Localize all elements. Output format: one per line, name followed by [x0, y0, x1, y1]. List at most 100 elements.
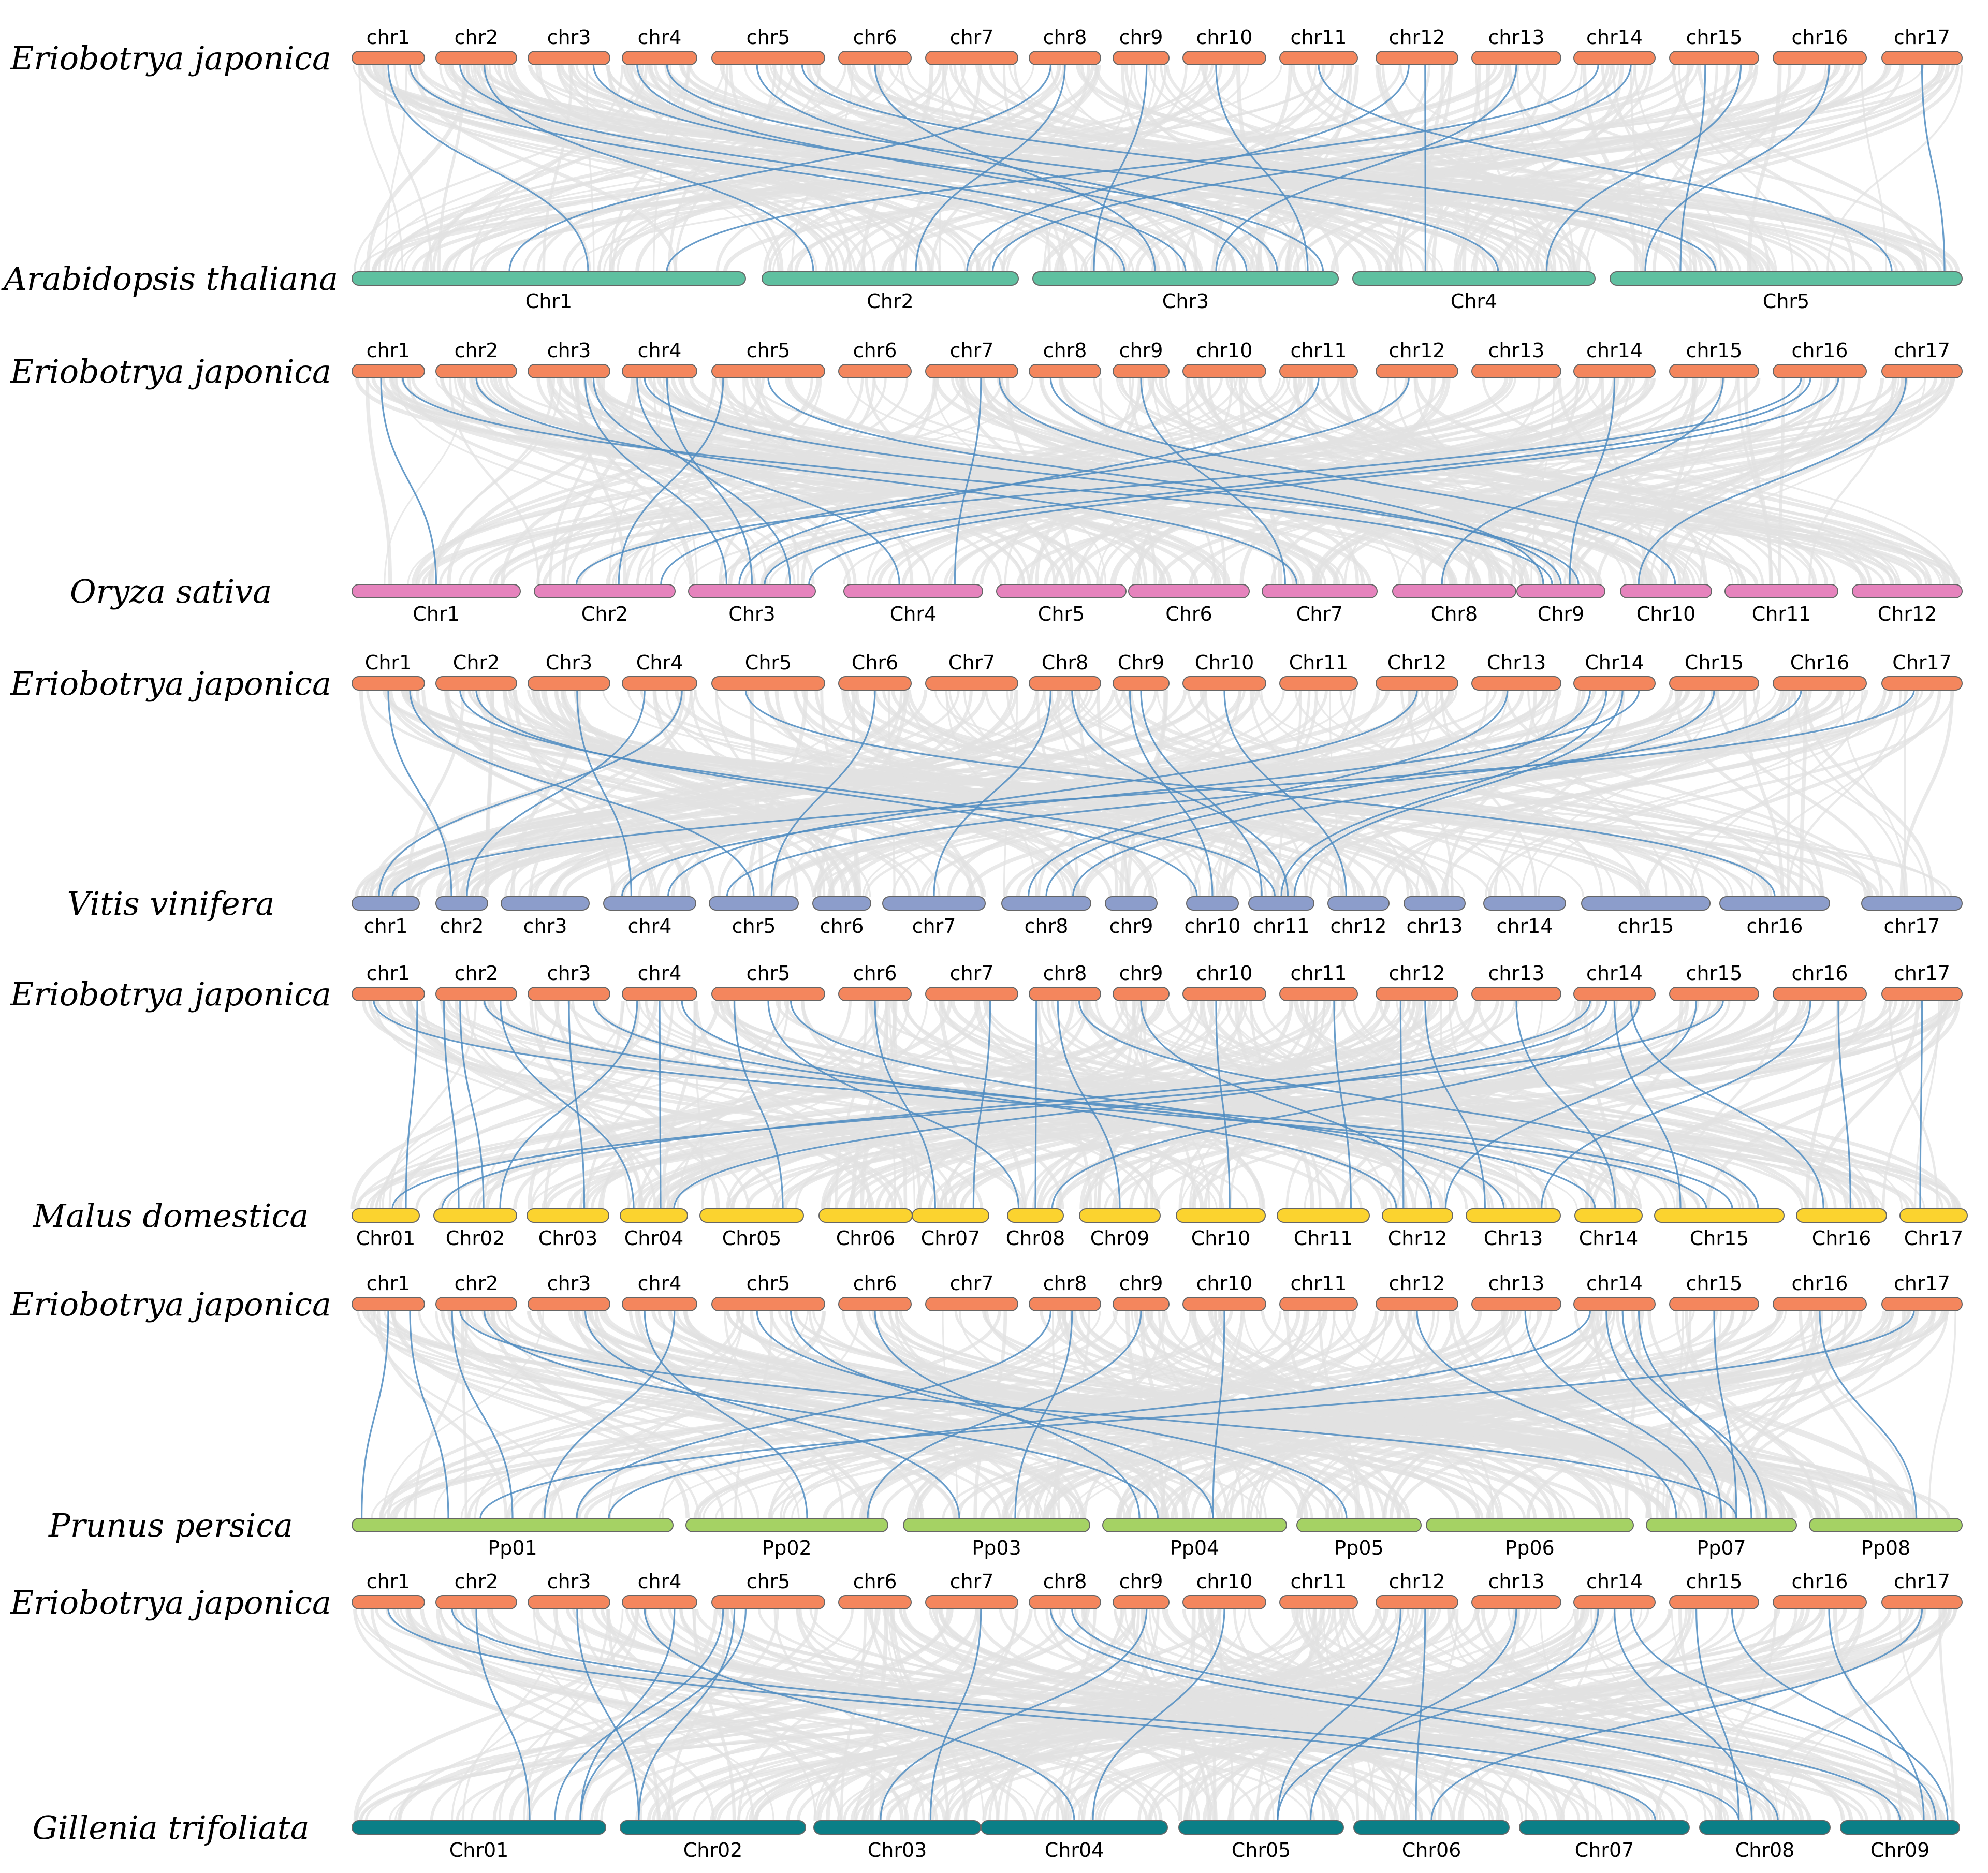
bottom-chromosome-bar	[1654, 1208, 1785, 1223]
background-link	[598, 64, 821, 272]
top-chromosome-bar	[1471, 364, 1561, 378]
bottom-chromosome-label: Chr2	[867, 290, 913, 313]
bottom-chromosome-label: chr10	[1185, 915, 1241, 938]
bottom-chromosome-bar	[1724, 584, 1838, 598]
background-link	[1078, 690, 1733, 897]
bottom-chromosome-label: Chr6	[1165, 603, 1212, 625]
bottom-chromosome-bar	[762, 271, 1019, 286]
background-link	[472, 64, 846, 272]
gene-pair-link	[1034, 1000, 1037, 1209]
top-chromosome-label: chr16	[1792, 1570, 1848, 1593]
top-chromosome-bar	[1182, 1595, 1266, 1609]
bottom-chromosome-label: Chr08	[1006, 1227, 1065, 1250]
top-chromosome-bar	[622, 1297, 697, 1311]
gene-pair-link	[500, 1000, 635, 1209]
background-link	[644, 1608, 1355, 1821]
background-link	[1410, 1310, 1791, 1519]
background-link	[398, 1000, 720, 1209]
background-link	[1496, 1608, 1691, 1821]
top-chromosome-label: Chr13	[1487, 651, 1546, 674]
top-chromosome-label: chr16	[1792, 1272, 1848, 1295]
top-chromosome-label: chr15	[1686, 339, 1743, 362]
synteny-panel-5: chr1 chr2 chr3 chr4 chr5 chr6 chr7 chr8 chr9 chr1…	[10, 1272, 1963, 1559]
gene-pair-link	[1045, 690, 1591, 897]
bottom-chromosome-label: Chr4	[1451, 290, 1497, 313]
background-link	[368, 1000, 1883, 1209]
bottom-chromosomes: chr1 chr2 chr3 chr4 chr5 chr6 chr7 chr8 chr9 chr1…	[352, 896, 1963, 938]
bottom-chromosome-label: chr1	[364, 915, 408, 938]
background-link	[1139, 1310, 1187, 1519]
background-link	[1812, 1000, 1920, 1209]
bottom-chromosome-label: chr3	[523, 915, 567, 938]
gene-pair-link	[1819, 1310, 1918, 1519]
gene-pair-link	[1569, 377, 1616, 585]
background-link	[1043, 1310, 1242, 1519]
background-link	[800, 1000, 1064, 1209]
background-link	[638, 690, 1158, 897]
background-link	[589, 1310, 1190, 1519]
bottom-chromosome-label: chr2	[440, 915, 484, 938]
top-chromosome-bar	[1669, 987, 1759, 1001]
background-link	[769, 1310, 1302, 1519]
top-chromosome-bar	[711, 1297, 825, 1311]
bottom-chromosome-bar	[433, 1208, 517, 1223]
gene-pair-link	[867, 1310, 1142, 1519]
gene-pair-link	[579, 1608, 676, 1821]
background-link	[1218, 1608, 1235, 1821]
bottom-chromosome-label: Chr05	[722, 1227, 782, 1250]
background-link	[1277, 690, 1302, 897]
background-link	[1400, 690, 1603, 897]
background-link	[1306, 1000, 1621, 1209]
gene-pair-link	[387, 690, 452, 897]
background-link	[1183, 1608, 1729, 1821]
top-chromosome-bar	[1573, 987, 1656, 1001]
top-chromosome-label: chr4	[638, 339, 682, 362]
background-link	[926, 690, 1544, 897]
bottom-chromosome-label: Chr09	[1090, 1227, 1150, 1250]
bottom-chromosome-bar	[1382, 1208, 1453, 1223]
top-chromosome-bar	[1773, 364, 1867, 378]
bottom-chromosome-bar	[1699, 1820, 1831, 1835]
top-chromosome-bar	[1182, 51, 1266, 65]
background-link	[1132, 1000, 1196, 1209]
top-chromosome-label: chr3	[547, 26, 591, 49]
background-link	[1383, 690, 1787, 897]
background-link	[440, 1608, 1309, 1821]
top-chromosome-label: chr17	[1894, 26, 1950, 49]
background-link	[719, 377, 1897, 585]
background-link	[392, 1310, 724, 1519]
top-chromosome-bar	[1471, 51, 1561, 65]
bottom-chromosome-bar	[1899, 1208, 1968, 1223]
top-chromosome-bar	[1773, 51, 1867, 65]
gene-pair-link	[1695, 1608, 1740, 1821]
top-chromosome-bar	[1471, 676, 1561, 691]
background-link	[1749, 1608, 1948, 1821]
bottom-chromosome-label: Chr01	[356, 1227, 416, 1250]
background-link	[1330, 64, 1850, 272]
gene-pair-link	[1415, 1608, 1426, 1821]
background-link	[609, 1310, 1222, 1519]
gene-pair-link	[568, 1000, 586, 1209]
top-chromosome-label: chr13	[1488, 962, 1545, 985]
background-link	[1516, 64, 1575, 272]
background-link	[441, 1000, 1249, 1209]
background-link	[1485, 690, 1887, 897]
background-link	[1826, 64, 1963, 272]
background-link	[374, 1000, 1163, 1209]
background-link	[398, 1608, 854, 1821]
background-link	[1104, 1000, 1952, 1209]
bottom-chromosome-bar	[527, 1208, 609, 1223]
bottom-chromosome-label: chr4	[628, 915, 672, 938]
top-chromosome-bar	[1669, 1297, 1759, 1311]
gene-pair-link	[1072, 690, 1715, 897]
top-chromosome-bar	[1113, 51, 1170, 65]
top-chromosome-label: Chr8	[1042, 651, 1088, 674]
bottom-chromosome-bar	[1840, 1820, 1960, 1835]
bottom-chromosome-label: chr6	[820, 915, 864, 938]
bottom-chromosome-bar	[352, 271, 746, 286]
bottom-chromosome-label: Chr4	[890, 603, 937, 625]
top-chromosome-label: chr5	[747, 962, 791, 985]
background-link	[1339, 690, 1559, 897]
background-link	[1385, 64, 1861, 272]
bottom-chromosome-label: chr5	[732, 915, 776, 938]
